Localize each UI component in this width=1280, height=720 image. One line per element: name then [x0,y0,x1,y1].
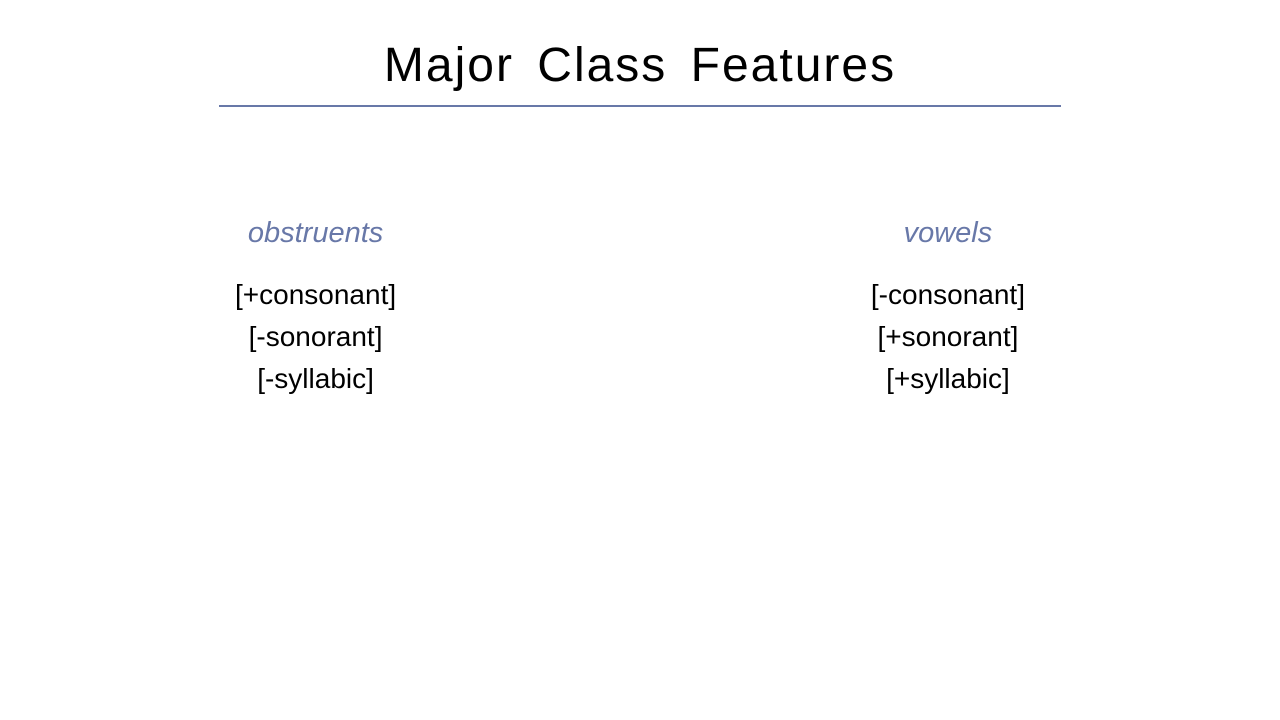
right-category-label: vowels [904,217,993,250]
left-column: obstruents [+consonant] [-sonorant] [-sy… [235,217,396,400]
content-columns: obstruents [+consonant] [-sonorant] [-sy… [190,217,1090,400]
left-category-label: obstruents [248,217,383,250]
right-column: vowels [-consonant] [+sonorant] [+syllab… [871,217,1025,400]
slide-title: Major Class Features [0,0,1280,93]
left-feature-0: [+consonant] [235,274,396,316]
right-feature-2: [+syllabic] [886,358,1010,400]
left-feature-1: [-sonorant] [249,316,383,358]
left-feature-2: [-syllabic] [257,358,374,400]
right-feature-1: [+sonorant] [878,316,1019,358]
title-underline [219,105,1061,107]
right-feature-0: [-consonant] [871,274,1025,316]
